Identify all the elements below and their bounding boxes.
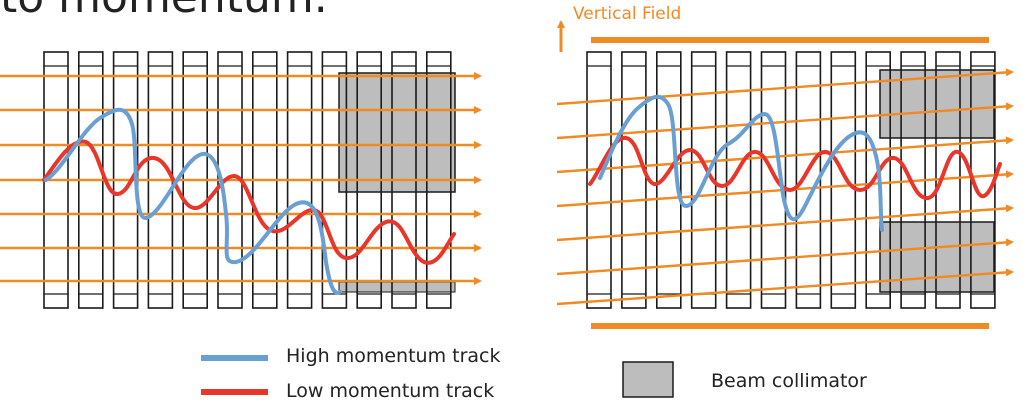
right-field-line [556,136,1014,174]
right-plate [865,51,892,309]
vertical-field-label: Vertical Field [573,4,682,24]
legend-collimator-swatch [622,361,674,398]
right-collimator-bottom [879,221,995,293]
right-field-line [556,102,1014,140]
legend-low-label: Low momentum track [286,380,495,402]
right-plate [725,51,752,309]
left-low-momentum-track [42,139,456,265]
left-collimator-bottom [338,281,456,293]
right-high-momentum-track [598,94,884,232]
right-plate [760,51,787,309]
right-plate [586,51,612,309]
right-plate [830,51,857,309]
legend-collimator-label: Beam collimator [711,370,867,392]
legend-high-label: High momentum track [286,345,501,367]
right-field-line [556,238,1014,276]
left-panel [0,51,482,309]
right-plate [621,51,647,309]
right-panel [556,20,1014,329]
left-high-momentum-track [44,107,342,295]
right-plate [655,51,682,309]
heading-text: to momentum. [0,0,328,23]
right-plate [690,51,717,309]
left-collimator [338,72,456,193]
right-field-line [556,68,1014,106]
right-low-momentum-track [588,136,1002,200]
right-collimator-top [879,69,995,139]
legend [201,355,674,398]
right-field-line [556,204,1014,242]
right-field-line [556,268,1014,306]
